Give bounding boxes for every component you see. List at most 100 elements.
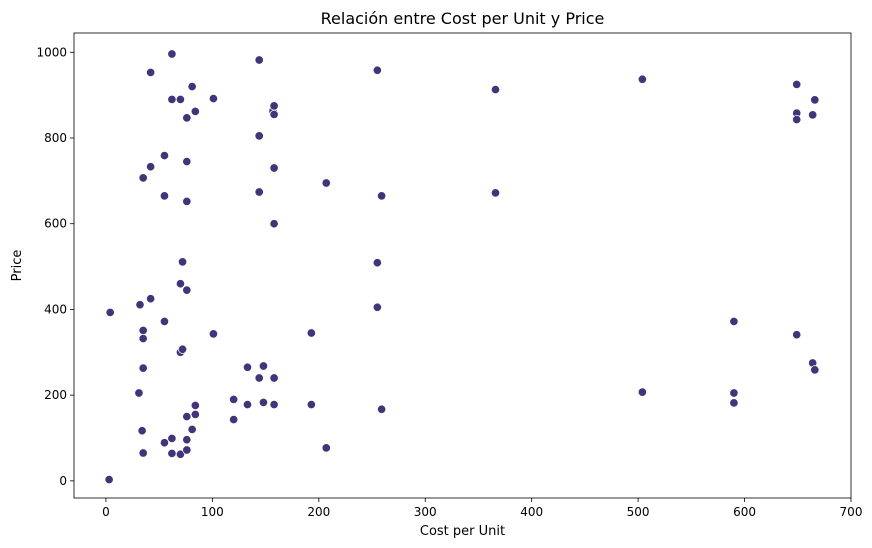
chart-title: Relación entre Cost per Unit y Price: [321, 9, 605, 28]
data-point: [135, 300, 145, 310]
y-tick-label: 200: [44, 388, 67, 402]
x-tick-label: 500: [627, 505, 650, 519]
y-tick-label: 400: [44, 302, 67, 316]
data-point: [182, 412, 192, 422]
data-point: [637, 387, 647, 397]
x-tick-label: 400: [520, 505, 543, 519]
data-point: [167, 448, 177, 458]
data-point: [175, 279, 185, 289]
data-point: [229, 394, 239, 404]
data-point: [254, 373, 264, 383]
data-point: [105, 307, 115, 317]
data-point: [269, 109, 279, 119]
data-point: [729, 388, 739, 398]
y-tick-label: 1000: [36, 45, 67, 59]
data-point: [242, 362, 253, 372]
data-point: [138, 448, 148, 458]
data-point: [269, 400, 279, 410]
data-point: [306, 328, 316, 338]
data-point: [254, 55, 264, 65]
data-point: [175, 94, 185, 104]
data-point: [190, 409, 200, 419]
data-point: [372, 302, 382, 312]
x-tick-label: 200: [307, 505, 330, 519]
data-point: [146, 67, 156, 77]
data-point: [159, 191, 170, 201]
data-point: [182, 435, 192, 445]
x-axis: 0 100 200 300 400 500 600 700: [102, 498, 862, 519]
y-axis-label: Price: [10, 250, 25, 282]
scatter-points: [104, 49, 820, 485]
data-point: [242, 400, 253, 410]
y-axis: 0 200 400 600 800 1000: [36, 45, 74, 488]
data-point: [321, 443, 331, 453]
x-tick-label: 300: [414, 505, 437, 519]
data-point: [637, 74, 647, 84]
data-point: [269, 373, 279, 383]
data-point: [269, 219, 279, 229]
x-tick-label: 600: [733, 505, 756, 519]
data-point: [269, 163, 279, 173]
data-point: [138, 173, 148, 183]
data-point: [229, 415, 239, 425]
data-point: [321, 178, 331, 188]
data-point: [372, 258, 382, 268]
plot-area-frame: [73, 32, 852, 499]
data-point: [178, 344, 188, 354]
data-point: [159, 438, 170, 448]
x-tick-label: 700: [840, 505, 863, 519]
data-point: [269, 101, 279, 111]
data-point: [182, 445, 192, 455]
data-point: [729, 398, 739, 408]
data-point: [178, 257, 188, 267]
data-point: [810, 95, 820, 105]
data-point: [187, 424, 197, 434]
data-point: [377, 191, 387, 201]
data-point: [190, 400, 200, 410]
data-point: [146, 162, 156, 172]
data-point: [306, 400, 316, 410]
data-point: [208, 94, 218, 104]
data-point: [258, 361, 269, 371]
data-point: [490, 85, 501, 95]
data-point: [159, 151, 170, 161]
x-tick-label: 0: [102, 505, 110, 519]
data-point: [792, 330, 802, 340]
data-point: [146, 294, 156, 304]
data-point: [182, 113, 192, 123]
data-point: [792, 79, 802, 89]
data-point: [137, 426, 147, 436]
data-point: [808, 110, 818, 120]
data-point: [254, 131, 264, 141]
data-point: [104, 475, 114, 485]
data-point: [138, 334, 148, 344]
data-point: [182, 157, 192, 167]
data-point: [167, 433, 177, 443]
data-point: [372, 65, 382, 75]
data-point: [810, 365, 820, 375]
x-tick-label: 100: [201, 505, 224, 519]
data-point: [182, 196, 192, 206]
y-tick-label: 800: [44, 131, 67, 145]
data-point: [138, 325, 148, 335]
data-point: [182, 285, 192, 295]
data-point: [167, 49, 177, 59]
data-point: [258, 397, 269, 407]
data-point: [138, 363, 148, 373]
x-axis-label: Cost per Unit: [420, 524, 505, 539]
data-point: [175, 449, 185, 459]
data-point: [167, 94, 177, 104]
data-point: [792, 115, 802, 125]
data-point: [254, 187, 264, 197]
data-point: [377, 404, 387, 414]
data-point: [190, 106, 200, 116]
data-point: [208, 329, 218, 339]
y-tick-label: 0: [59, 474, 67, 488]
data-point: [490, 188, 501, 198]
data-point: [729, 316, 739, 326]
data-point: [159, 316, 170, 326]
data-point: [187, 82, 197, 92]
y-tick-label: 600: [44, 217, 67, 231]
